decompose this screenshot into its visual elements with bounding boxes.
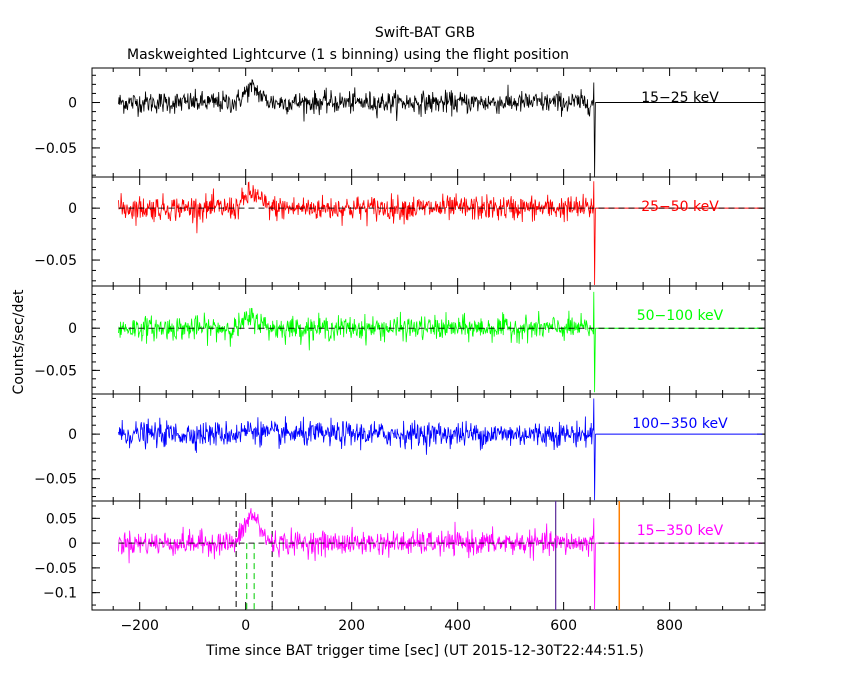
x-tick-label: 200 xyxy=(338,618,365,634)
y-tick-label: −0.05 xyxy=(34,472,77,488)
y-tick-label: −0.1 xyxy=(43,586,77,602)
x-axis-label: Time since BAT trigger time [sec] (UT 20… xyxy=(205,643,644,659)
x-tick-label: 0 xyxy=(241,618,250,634)
band-label: 15−25 keV xyxy=(641,90,719,106)
band-label: 25−50 keV xyxy=(641,199,719,215)
x-tick-label: −200 xyxy=(120,618,158,634)
panel-4: 0 −0.05 100−350 keV xyxy=(34,393,766,502)
lightcurve-series xyxy=(118,398,596,501)
panel-frame xyxy=(91,393,766,502)
lightcurve-series xyxy=(118,508,596,611)
y-tick-label: 0 xyxy=(68,96,77,112)
y-axis-label: Counts/sec/det xyxy=(11,289,27,394)
y-tick-label: −0.05 xyxy=(34,141,77,157)
y-tick-label: 0 xyxy=(68,427,77,443)
panel-frame xyxy=(91,67,766,178)
panels-group: 0 −0.05 15−25 keV 0 −0.05 25−50 keV 0 −0.05 50−1… xyxy=(34,67,766,634)
y-tick-label: 0 xyxy=(68,321,77,337)
panel-frame xyxy=(91,176,766,287)
x-tick-label: 400 xyxy=(444,618,471,634)
x-tick-label: 600 xyxy=(550,618,577,634)
band-label: 100−350 keV xyxy=(632,416,728,432)
lightcurve-series xyxy=(118,291,596,393)
x-tick-label: 800 xyxy=(656,618,683,634)
chart-subtitle: Maskweighted Lightcurve (1 s binning) us… xyxy=(127,47,569,63)
y-tick-label: 0 xyxy=(68,201,77,217)
y-tick-label: −0.05 xyxy=(34,561,77,577)
lightcurve-series xyxy=(118,79,596,178)
y-tick-label: 0 xyxy=(68,536,77,552)
band-label: 50−100 keV xyxy=(637,308,724,324)
y-tick-label: −0.05 xyxy=(34,253,77,269)
panel-5: 0.05 0 −0.05 −0.1 15−350 keV xyxy=(34,500,766,611)
lightcurve-series xyxy=(118,181,596,286)
panel-1: 0 −0.05 15−25 keV xyxy=(34,67,766,178)
panel-2: 0 −0.05 25−50 keV xyxy=(34,176,766,287)
y-tick-label: −0.05 xyxy=(34,363,77,379)
y-tick-label: 0.05 xyxy=(46,511,77,527)
panel-frame xyxy=(91,285,766,395)
band-label: 15−350 keV xyxy=(637,523,724,539)
panel-frame xyxy=(91,500,766,611)
chart-title: Swift-BAT GRB xyxy=(375,25,475,41)
panel-3: 0 −0.05 50−100 keV xyxy=(34,285,766,395)
